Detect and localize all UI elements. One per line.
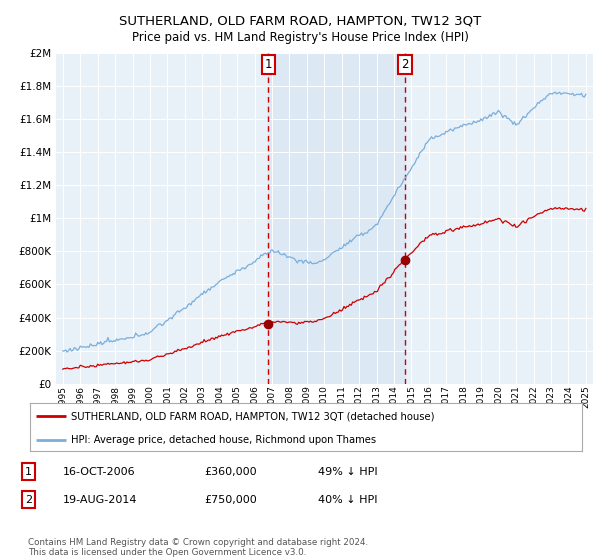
Text: Contains HM Land Registry data © Crown copyright and database right 2024.
This d: Contains HM Land Registry data © Crown c…: [28, 538, 368, 557]
Text: HPI: Average price, detached house, Richmond upon Thames: HPI: Average price, detached house, Rich…: [71, 435, 377, 445]
Text: Price paid vs. HM Land Registry's House Price Index (HPI): Price paid vs. HM Land Registry's House …: [131, 31, 469, 44]
Text: 40% ↓ HPI: 40% ↓ HPI: [318, 494, 377, 505]
Text: SUTHERLAND, OLD FARM ROAD, HAMPTON, TW12 3QT: SUTHERLAND, OLD FARM ROAD, HAMPTON, TW12…: [119, 14, 481, 27]
Text: 2: 2: [25, 494, 32, 505]
Text: £360,000: £360,000: [204, 466, 257, 477]
Text: £750,000: £750,000: [204, 494, 257, 505]
Text: 49% ↓ HPI: 49% ↓ HPI: [318, 466, 377, 477]
Text: 19-AUG-2014: 19-AUG-2014: [63, 494, 137, 505]
Text: 2: 2: [401, 58, 409, 71]
Text: 1: 1: [25, 466, 32, 477]
Text: 16-OCT-2006: 16-OCT-2006: [63, 466, 136, 477]
Bar: [268, 53, 405, 384]
Text: SUTHERLAND, OLD FARM ROAD, HAMPTON, TW12 3QT (detached house): SUTHERLAND, OLD FARM ROAD, HAMPTON, TW12…: [71, 411, 435, 421]
Text: 1: 1: [265, 58, 272, 71]
